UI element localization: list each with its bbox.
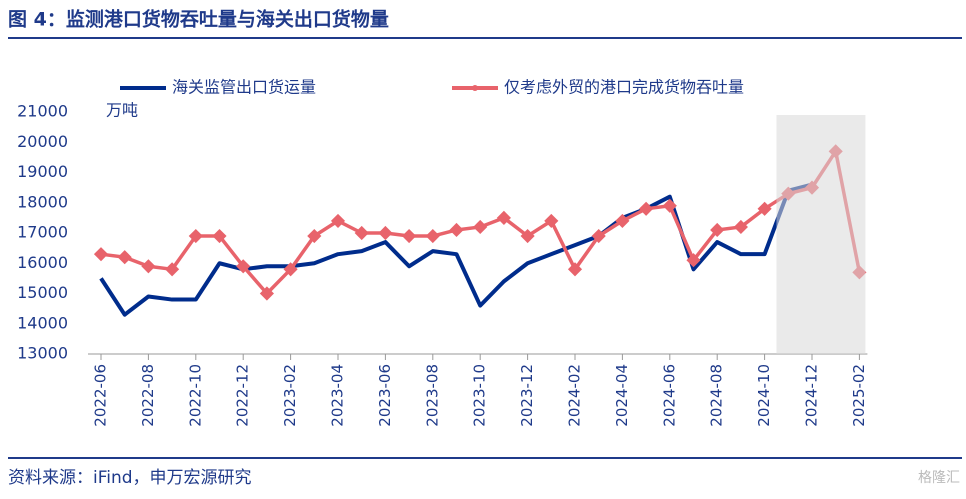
source: 资料来源：iFind，申万宏源研究 (8, 468, 252, 488)
point-marker (615, 213, 630, 228)
x-tick-label: 2024-08 (708, 364, 726, 427)
y-axis-unit: 万吨 (106, 101, 138, 120)
y-tick-label: 15000 (17, 283, 68, 302)
x-tick-label: 2022-06 (92, 364, 110, 427)
y-tick-label: 13000 (17, 344, 68, 363)
x-tick-label: 2023-02 (281, 364, 299, 427)
y-tick-label: 16000 (17, 253, 68, 272)
legend-marker (472, 85, 478, 91)
point-marker (591, 228, 606, 244)
x-tick-label: 2022-08 (139, 364, 157, 427)
chart-title: 图 4：监测港口货物吞吐量与海关出口货物量 (8, 8, 389, 31)
point-marker (212, 228, 227, 244)
point-marker (165, 262, 180, 277)
x-tick-label: 2024-04 (613, 364, 631, 427)
point-marker (330, 213, 346, 228)
y-tick-label: 18000 (17, 192, 68, 211)
point-marker (236, 259, 251, 274)
x-tick-label: 2024-12 (803, 364, 821, 427)
x-tick-label: 2023-08 (423, 364, 441, 427)
y-tick-label: 20000 (17, 132, 68, 151)
point-marker (733, 219, 748, 235)
x-tick-label: 2022-10 (186, 364, 204, 427)
point-marker (141, 259, 156, 274)
x-tick-label: 2023-10 (471, 364, 489, 427)
point-marker (662, 198, 677, 213)
y-tick-label: 17000 (17, 223, 68, 242)
forecast-shade (776, 115, 866, 354)
watermark: 格隆汇 (918, 470, 960, 486)
point-marker (283, 262, 298, 277)
point-marker (378, 225, 393, 241)
x-tick-label: 2024-10 (755, 364, 773, 427)
point-marker (639, 201, 654, 216)
point-marker (307, 228, 322, 244)
series-line (99, 182, 813, 317)
legend-label: 海关监管出口货运量 (172, 78, 316, 97)
y-tick-label: 21000 (17, 102, 68, 121)
point-marker (757, 201, 772, 216)
point-marker (710, 222, 725, 238)
y-tick-label: 19000 (17, 162, 68, 181)
point-marker (686, 253, 701, 268)
point-marker (473, 219, 488, 235)
point-marker (354, 225, 369, 241)
point-marker (425, 228, 440, 244)
legend-label: 仅考虑外贸的港口完成货物吞吐量 (504, 78, 744, 97)
point-marker (496, 210, 511, 225)
x-tick-label: 2025-02 (850, 364, 868, 427)
point-marker (402, 228, 417, 244)
point-marker (544, 213, 559, 228)
y-tick-label: 14000 (17, 313, 68, 332)
point-marker (188, 228, 203, 244)
x-tick-label: 2023-06 (376, 364, 394, 427)
point-marker (520, 228, 535, 244)
x-tick-label: 2023-12 (518, 364, 536, 427)
x-tick-label: 2023-04 (329, 364, 347, 427)
x-tick-label: 2024-06 (660, 364, 678, 427)
point-marker (93, 247, 109, 262)
point-marker (567, 262, 583, 277)
point-marker (117, 250, 132, 265)
x-tick-label: 2022-12 (234, 364, 252, 427)
point-marker (449, 222, 464, 238)
point-marker (259, 286, 274, 301)
x-tick-label: 2024-02 (566, 364, 584, 427)
